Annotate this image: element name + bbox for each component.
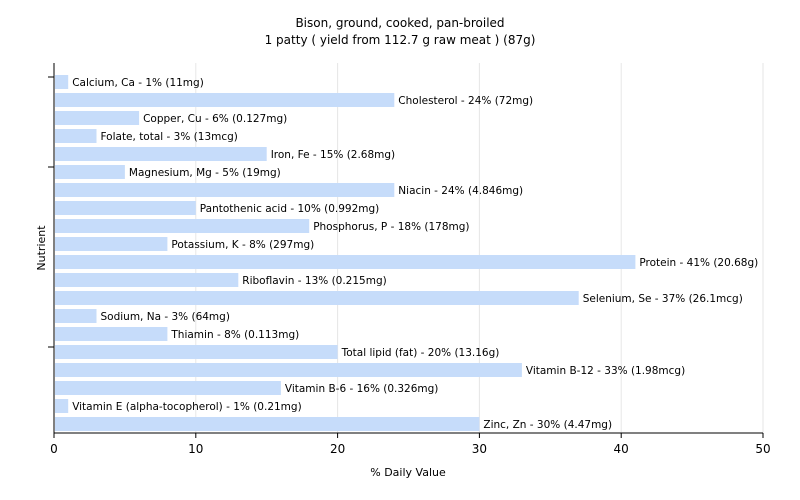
bar-15 xyxy=(55,345,338,359)
bar-label-8: Phosphorus, P - 18% (178mg) xyxy=(313,221,469,233)
bar-label-7: Pantothenic acid - 10% (0.992mg) xyxy=(200,203,379,215)
bar-3 xyxy=(55,129,97,143)
x-tick-label-3: 30 xyxy=(472,442,487,456)
x-tick-label-5: 50 xyxy=(755,442,770,456)
y-axis-title: Nutrient xyxy=(35,225,48,271)
bar-19 xyxy=(55,417,480,431)
bar-5 xyxy=(55,165,125,179)
bar-13 xyxy=(55,309,97,323)
bar-2 xyxy=(55,111,140,125)
bar-label-2: Copper, Cu - 6% (0.127mg) xyxy=(143,113,287,125)
chart-subtitle: 1 patty ( yield from 112.7 g raw meat ) … xyxy=(265,33,536,47)
bar-label-9: Potassium, K - 8% (297mg) xyxy=(171,239,314,251)
bars: Calcium, Ca - 1% (11mg) Cholesterol - 24%… xyxy=(55,75,758,431)
bar-label-13: Sodium, Na - 3% (64mg) xyxy=(101,311,230,323)
bar-4 xyxy=(55,147,267,161)
bar-label-1: Cholesterol - 24% (72mg) xyxy=(398,95,533,107)
bar-label-6: Niacin - 24% (4.846mg) xyxy=(398,185,523,197)
bar-label-16: Vitamin B-12 - 33% (1.98mcg) xyxy=(526,365,685,377)
bar-label-5: Magnesium, Mg - 5% (19mg) xyxy=(129,167,281,179)
bar-label-0: Calcium, Ca - 1% (11mg) xyxy=(72,77,204,89)
x-axis-title: % Daily Value xyxy=(370,466,446,479)
bar-11 xyxy=(55,273,239,287)
bar-1 xyxy=(55,93,395,107)
bar-14 xyxy=(55,327,168,341)
x-tick-label-0: 0 xyxy=(50,442,58,456)
bar-label-17: Vitamin B-6 - 16% (0.326mg) xyxy=(285,383,439,395)
bar-label-4: Iron, Fe - 15% (2.68mg) xyxy=(271,149,395,161)
axes: 0 10 20 30 40 50 xyxy=(48,63,771,456)
bar-17 xyxy=(55,381,281,395)
chart-title: Bison, ground, cooked, pan-broiled xyxy=(295,16,504,30)
bar-label-18: Vitamin E (alpha-tocopherol) - 1% (0.21m… xyxy=(72,401,302,413)
bar-0 xyxy=(55,75,69,89)
bar-8 xyxy=(55,219,310,233)
bar-label-19: Zinc, Zn - 30% (4.47mg) xyxy=(483,419,612,431)
bar-label-3: Folate, total - 3% (13mcg) xyxy=(101,131,238,143)
bar-6 xyxy=(55,183,395,197)
bar-18 xyxy=(55,399,69,413)
bar-16 xyxy=(55,363,522,377)
x-tick-label-4: 40 xyxy=(614,442,629,456)
bar-label-10: Protein - 41% (20.68g) xyxy=(639,257,758,269)
bar-label-14: Thiamin - 8% (0.113mg) xyxy=(170,329,299,341)
bar-label-12: Selenium, Se - 37% (26.1mcg) xyxy=(583,293,743,305)
bar-9 xyxy=(55,237,168,251)
x-tick-label-2: 20 xyxy=(330,442,345,456)
bar-label-11: Riboflavin - 13% (0.215mg) xyxy=(242,275,386,287)
bar-12 xyxy=(55,291,579,305)
bar-7 xyxy=(55,201,196,215)
x-tick-label-1: 10 xyxy=(188,442,203,456)
bar-label-15: Total lipid (fat) - 20% (13.16g) xyxy=(341,347,500,359)
bar-10 xyxy=(55,255,636,269)
